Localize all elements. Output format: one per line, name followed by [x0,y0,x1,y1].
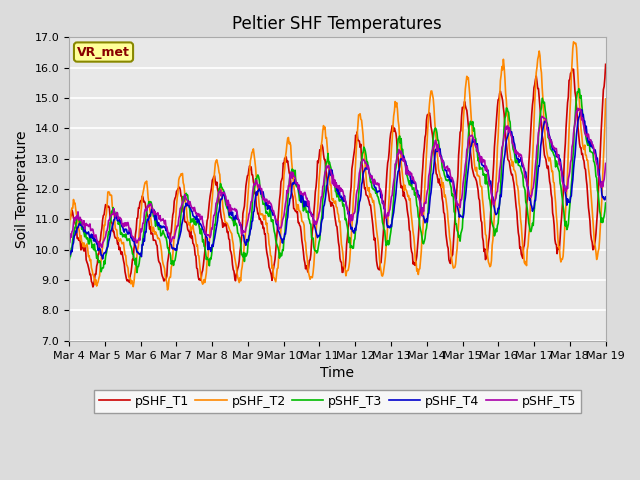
Line: pSHF_T4: pSHF_T4 [69,110,605,259]
Line: pSHF_T3: pSHF_T3 [69,89,605,273]
pSHF_T4 [602,194,609,200]
pSHF_T1 [214,186,221,192]
pSHF_T1 [89,284,97,290]
pSHF_T3 [65,259,73,264]
pSHF_T3 [130,256,138,262]
pSHF_T1 [419,165,427,170]
pSHF_T2 [214,161,221,167]
pSHF_T3 [75,216,83,221]
pSHF_T4 [99,256,106,262]
pSHF_T2 [419,230,427,236]
pSHF_T1 [65,216,73,221]
Line: pSHF_T1: pSHF_T1 [69,64,605,287]
pSHF_T4 [75,222,83,228]
pSHF_T2 [602,96,609,102]
pSHF_T5 [131,237,138,242]
pSHF_T5 [602,160,609,166]
pSHF_T2 [403,190,411,195]
pSHF_T4 [419,213,427,218]
pSHF_T5 [65,241,73,247]
pSHF_T2 [75,226,83,231]
pSHF_T5 [98,244,106,250]
pSHF_T4 [131,242,138,248]
pSHF_T5 [214,195,221,201]
pSHF_T2 [65,229,73,235]
pSHF_T4 [186,204,193,210]
pSHF_T5 [574,106,582,111]
pSHF_T3 [575,86,582,92]
pSHF_T3 [602,200,609,206]
pSHF_T4 [403,163,411,169]
pSHF_T2 [130,279,138,285]
pSHF_T4 [65,253,73,259]
pSHF_T1 [131,241,138,247]
Y-axis label: Soil Temperature: Soil Temperature [15,130,29,248]
pSHF_T2 [186,222,193,228]
Title: Peltier SHF Temperatures: Peltier SHF Temperatures [232,15,442,33]
pSHF_T4 [578,107,586,113]
pSHF_T3 [186,203,193,209]
pSHF_T3 [419,240,427,246]
pSHF_T3 [403,173,411,179]
Legend: pSHF_T1, pSHF_T2, pSHF_T3, pSHF_T4, pSHF_T5: pSHF_T1, pSHF_T2, pSHF_T3, pSHF_T4, pSHF… [93,390,581,412]
pSHF_T4 [214,217,221,223]
pSHF_T1 [75,238,83,243]
pSHF_T5 [419,205,427,211]
Line: pSHF_T2: pSHF_T2 [69,42,605,290]
pSHF_T1 [186,228,193,234]
pSHF_T2 [570,39,577,45]
Text: VR_met: VR_met [77,46,130,59]
pSHF_T1 [602,61,609,67]
pSHF_T3 [214,199,221,204]
pSHF_T5 [75,217,83,223]
pSHF_T1 [403,206,411,212]
X-axis label: Time: Time [321,366,355,380]
pSHF_T3 [133,270,141,276]
Line: pSHF_T5: pSHF_T5 [69,108,605,247]
pSHF_T5 [186,202,193,207]
pSHF_T5 [403,164,411,169]
pSHF_T2 [164,287,172,293]
